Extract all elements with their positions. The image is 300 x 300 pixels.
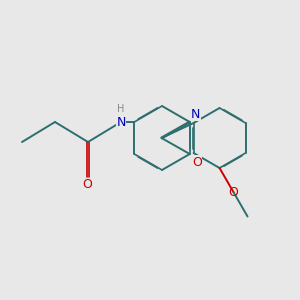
Text: O: O — [229, 186, 238, 199]
Text: O: O — [192, 155, 202, 169]
Text: H: H — [117, 104, 125, 114]
Text: N: N — [191, 107, 200, 121]
Text: O: O — [82, 178, 92, 191]
Text: N: N — [116, 116, 126, 128]
